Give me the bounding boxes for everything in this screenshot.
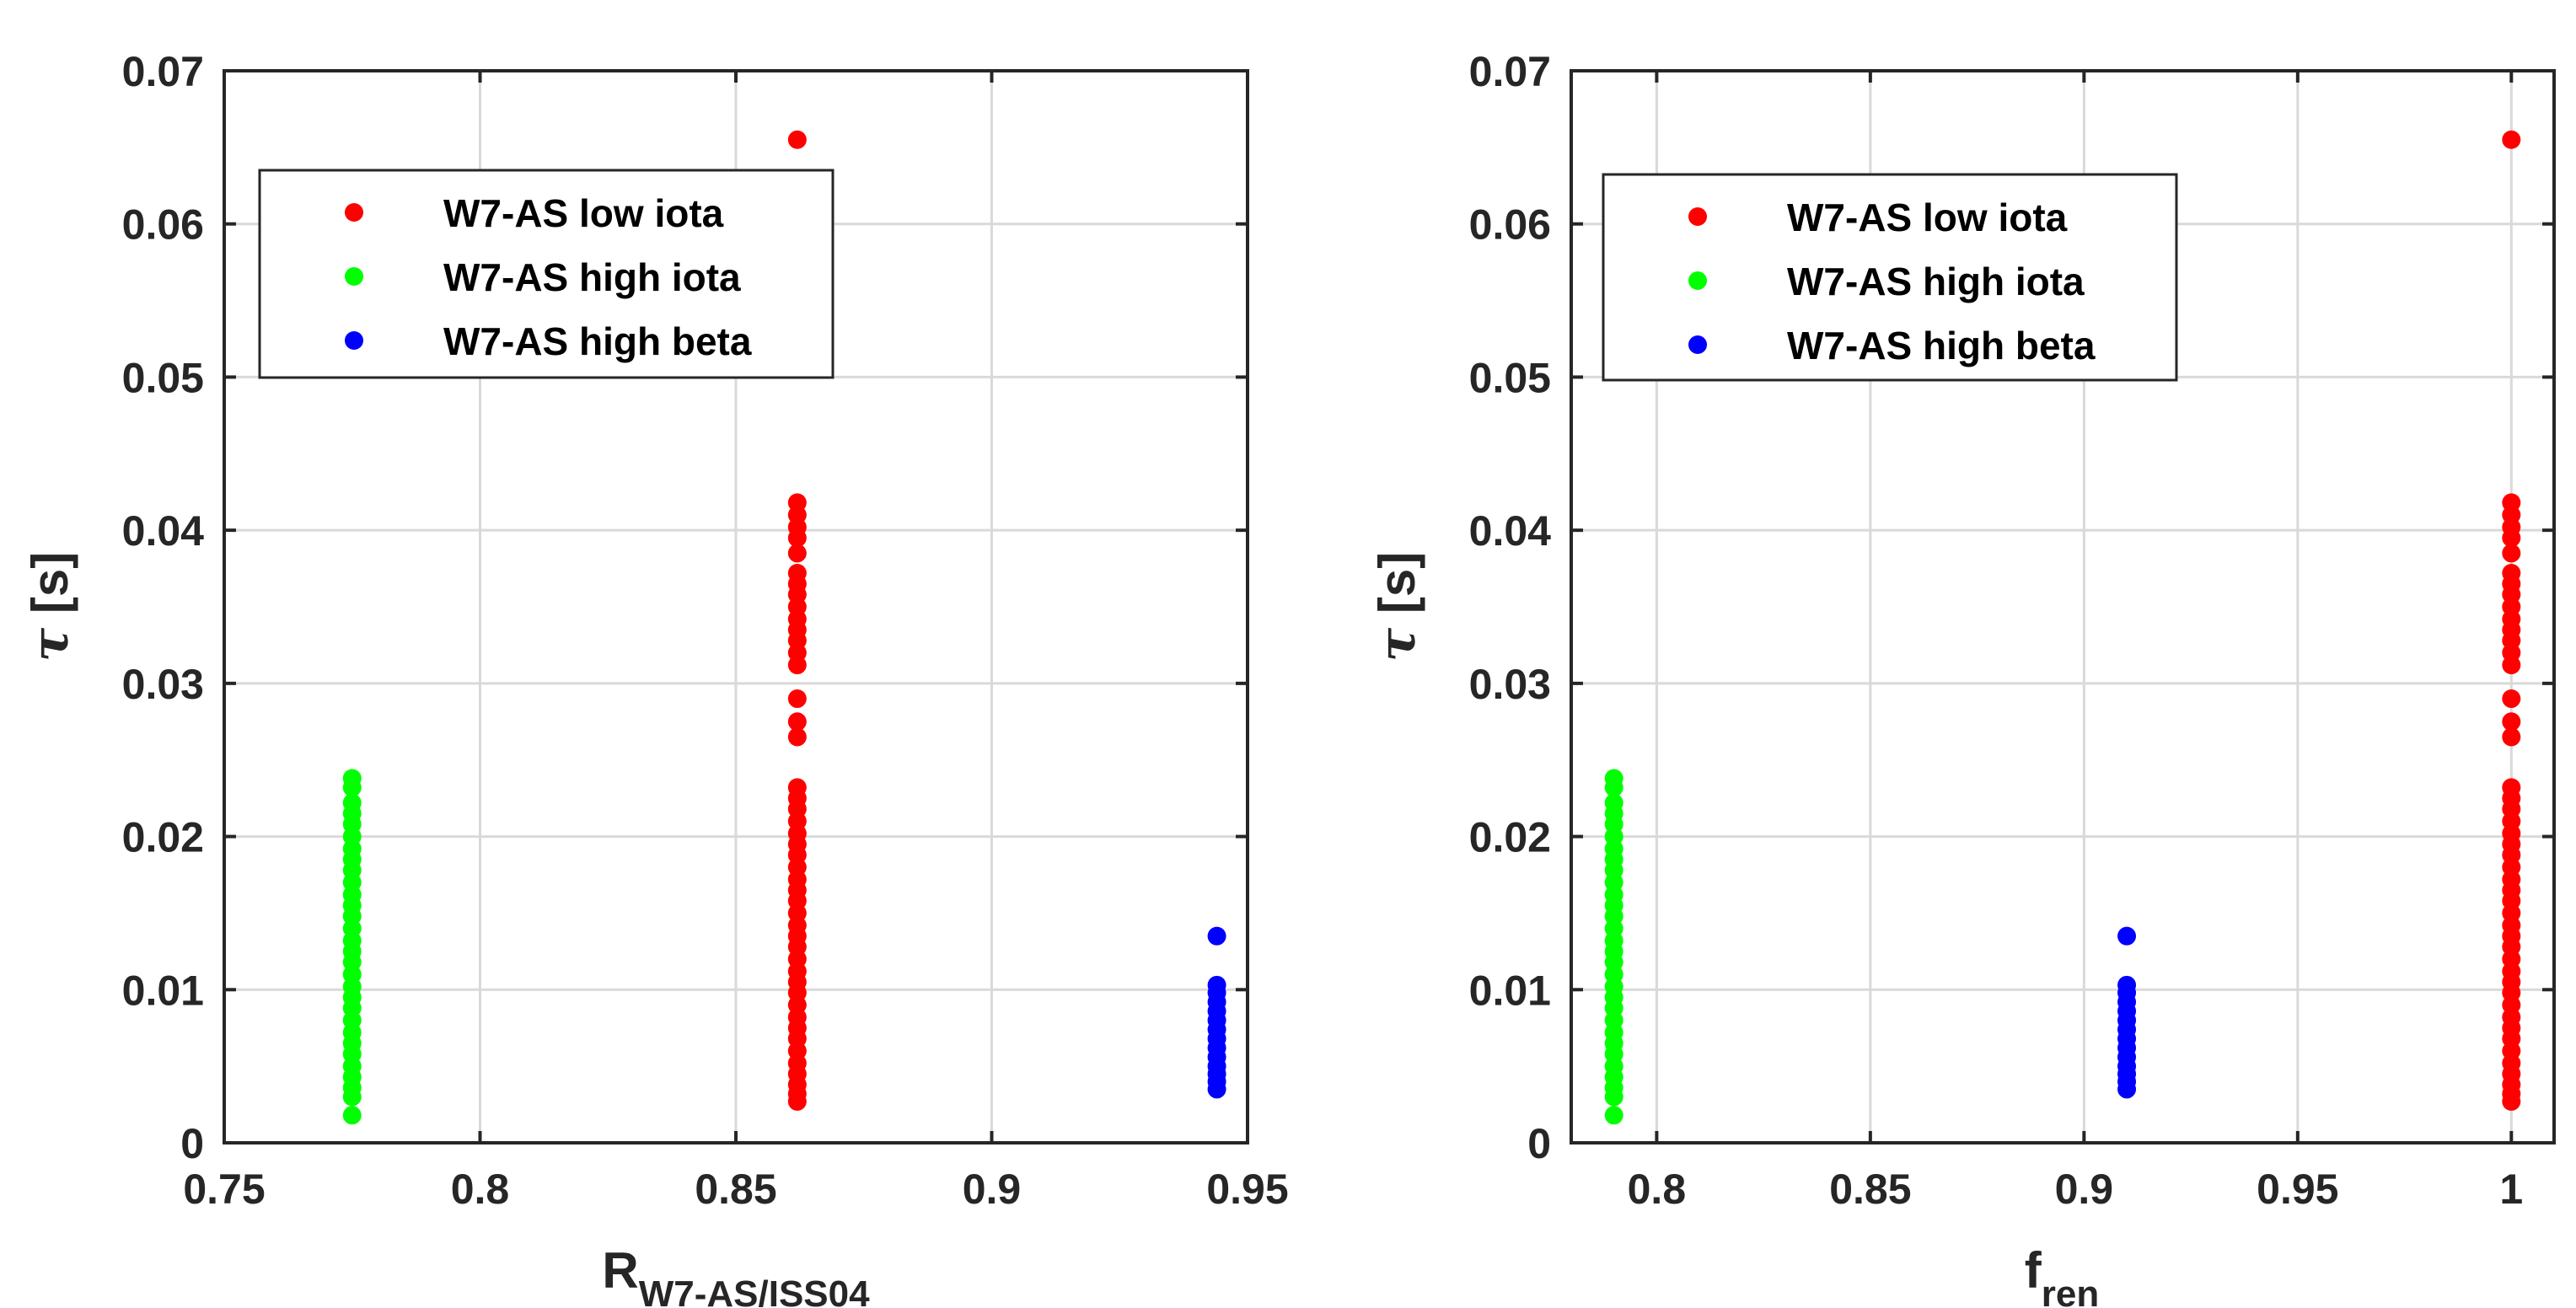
x-tick-label: 0.85	[695, 1166, 776, 1213]
data-point	[2502, 528, 2521, 548]
x-tick-label: 1	[2499, 1166, 2523, 1213]
data-point	[787, 130, 807, 149]
data-point	[342, 1106, 362, 1125]
data-point	[2502, 656, 2521, 675]
series-w7-as-high-beta	[1207, 926, 1226, 1099]
legend-marker	[1688, 207, 1707, 226]
legend-marker	[345, 267, 363, 286]
legend-entry: W7-AS high beta	[1787, 324, 2096, 367]
series-w7-as-high-iota	[342, 769, 362, 1125]
y-tick-label: 0.04	[122, 507, 205, 555]
y-tick-label: 0.03	[1469, 661, 1551, 708]
legend-entry: W7-AS low iota	[1787, 196, 2068, 239]
y-tick-label: 0	[1527, 1120, 1551, 1167]
data-point	[787, 544, 807, 563]
x-tick-label: 0.9	[963, 1166, 1022, 1213]
data-point	[2117, 926, 2137, 946]
x-axis-label-main: f	[2025, 1242, 2042, 1299]
data-point	[1207, 926, 1226, 946]
y-axis-label-greek: τ	[21, 627, 80, 662]
x-axis-label-subscript: ren	[2042, 1273, 2099, 1308]
legend: W7-AS low iota W7-AS high iota W7-AS high …	[1602, 173, 2178, 382]
y-axis-label: τ [s]	[1368, 552, 1427, 662]
y-tick-label: 0.03	[122, 661, 204, 708]
x-tick-label: 0.75	[183, 1166, 265, 1213]
chart-panel-2: 0.8 0.85 0.9 0.95 1 0 0.01 0.02 0.03 0.04 0.05 0.06…	[1368, 48, 2556, 1308]
series-w7-as-low-iota	[2502, 130, 2521, 1111]
data-point	[787, 528, 807, 548]
x-tick-label: 0.8	[451, 1166, 510, 1213]
legend-marker	[1688, 271, 1707, 290]
data-point	[787, 656, 807, 675]
y-tick-label: 0.05	[1469, 354, 1551, 401]
y-tick-label: 0.06	[122, 201, 204, 249]
data-point	[2502, 689, 2521, 709]
legend-marker	[345, 331, 363, 350]
axes-box	[1570, 69, 2556, 1144]
legend-entry: W7-AS high iota	[443, 255, 741, 299]
chart-panel-1: 0.75 0.8 0.85 0.9 0.95 0 0.01 0.02 0.03 0.04 0.05 0…	[21, 48, 1289, 1308]
series-w7-as-low-iota	[787, 130, 807, 1111]
data-point	[2117, 1080, 2137, 1099]
y-tick-label: 0.06	[1469, 201, 1551, 249]
data-point	[342, 1087, 362, 1107]
data-point	[787, 712, 807, 732]
data-point	[342, 778, 362, 797]
y-tick-label: 0.01	[122, 967, 204, 1014]
data-point	[2502, 130, 2521, 149]
data-point	[2502, 544, 2521, 563]
data-point	[1604, 778, 1623, 797]
data-point	[2502, 712, 2521, 732]
legend-entry: W7-AS low iota	[443, 191, 724, 235]
y-tick-label: 0.07	[1469, 48, 1551, 95]
data-point	[2502, 727, 2521, 747]
y-tick-label: 0	[180, 1120, 204, 1167]
x-tick-label: 0.9	[2055, 1166, 2114, 1213]
y-tick-label: 0.01	[1469, 967, 1551, 1014]
data-point	[1604, 1087, 1623, 1107]
x-tick-label: 0.95	[1206, 1166, 1288, 1213]
y-axis-label-greek: τ	[1368, 627, 1427, 662]
series-w7-as-high-beta	[2117, 926, 2137, 1099]
data-point	[787, 727, 807, 747]
y-tick-label: 0.07	[122, 48, 204, 95]
x-tick-label: 0.85	[1829, 1166, 1911, 1213]
y-tick-label: 0.02	[122, 814, 204, 861]
data-point	[1604, 1106, 1623, 1125]
x-axis-label: fren	[2025, 1242, 2099, 1308]
data-point	[2502, 1091, 2521, 1111]
y-tick-label: 0.04	[1469, 507, 1552, 555]
series-w7-as-high-iota	[1604, 769, 1623, 1125]
y-axis-label-unit: [s]	[1369, 552, 1425, 628]
legend-marker	[1688, 335, 1707, 354]
y-axis-label: τ [s]	[21, 552, 80, 662]
legend: W7-AS low iota W7-AS high iota W7-AS high …	[258, 169, 835, 379]
y-axis-label-unit: [s]	[22, 552, 78, 628]
x-tick-label: 0.95	[2257, 1166, 2338, 1213]
y-tick-label: 0.02	[1469, 814, 1551, 861]
x-tick-label: 0.8	[1628, 1166, 1687, 1213]
legend-marker	[345, 203, 363, 222]
legend-entry: W7-AS high beta	[443, 319, 752, 363]
x-axis-label-subscript: W7-AS/ISS04	[639, 1273, 870, 1308]
data-point	[787, 1091, 807, 1111]
legend-entry: W7-AS high iota	[1787, 260, 2085, 303]
x-axis-label: RW7-AS/ISS04	[602, 1242, 870, 1308]
data-point	[1207, 1080, 1226, 1099]
y-tick-label: 0.05	[122, 354, 204, 401]
data-point	[787, 689, 807, 709]
x-axis-label-main: R	[602, 1242, 638, 1299]
